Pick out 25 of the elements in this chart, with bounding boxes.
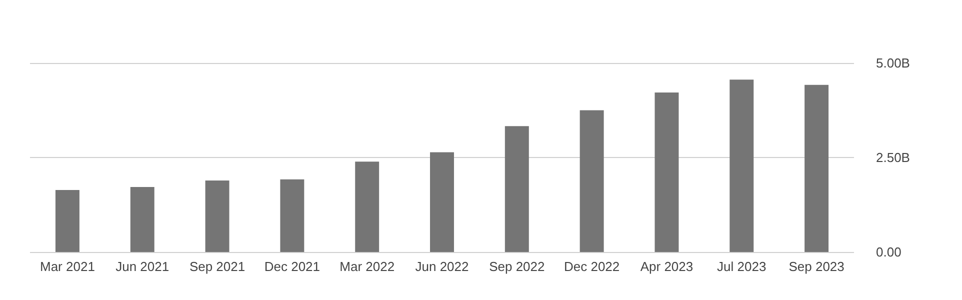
bar — [55, 190, 80, 252]
bar — [355, 162, 380, 252]
y-tick-label: 2.50B — [876, 150, 910, 165]
bar — [730, 80, 754, 252]
x-tick-label: Jun 2021 — [116, 259, 170, 274]
bar — [654, 92, 679, 252]
y-tick-label: 5.00B — [876, 56, 910, 70]
bar — [430, 152, 454, 252]
bar — [504, 126, 529, 252]
x-tick-label: Sep 2022 — [489, 259, 545, 274]
x-tick-label: Sep 2021 — [189, 259, 246, 274]
x-tick-label: Mar 2022 — [340, 259, 395, 274]
x-tick-label: Apr 2023 — [640, 259, 694, 274]
x-tick-label: Dec 2022 — [564, 259, 620, 274]
x-tick-label: Jun 2022 — [415, 259, 469, 274]
bar — [130, 186, 154, 252]
x-tick-label: Sep 2023 — [788, 259, 844, 274]
y-tick-label: 0.00 — [876, 244, 902, 260]
bar — [205, 180, 230, 252]
x-tick-label: Mar 2021 — [40, 259, 95, 274]
bar — [804, 84, 829, 252]
x-tick-label: Jul 2023 — [717, 259, 766, 274]
x-tick-label: Dec 2021 — [264, 259, 320, 274]
bar — [280, 179, 304, 252]
bar — [580, 110, 604, 252]
